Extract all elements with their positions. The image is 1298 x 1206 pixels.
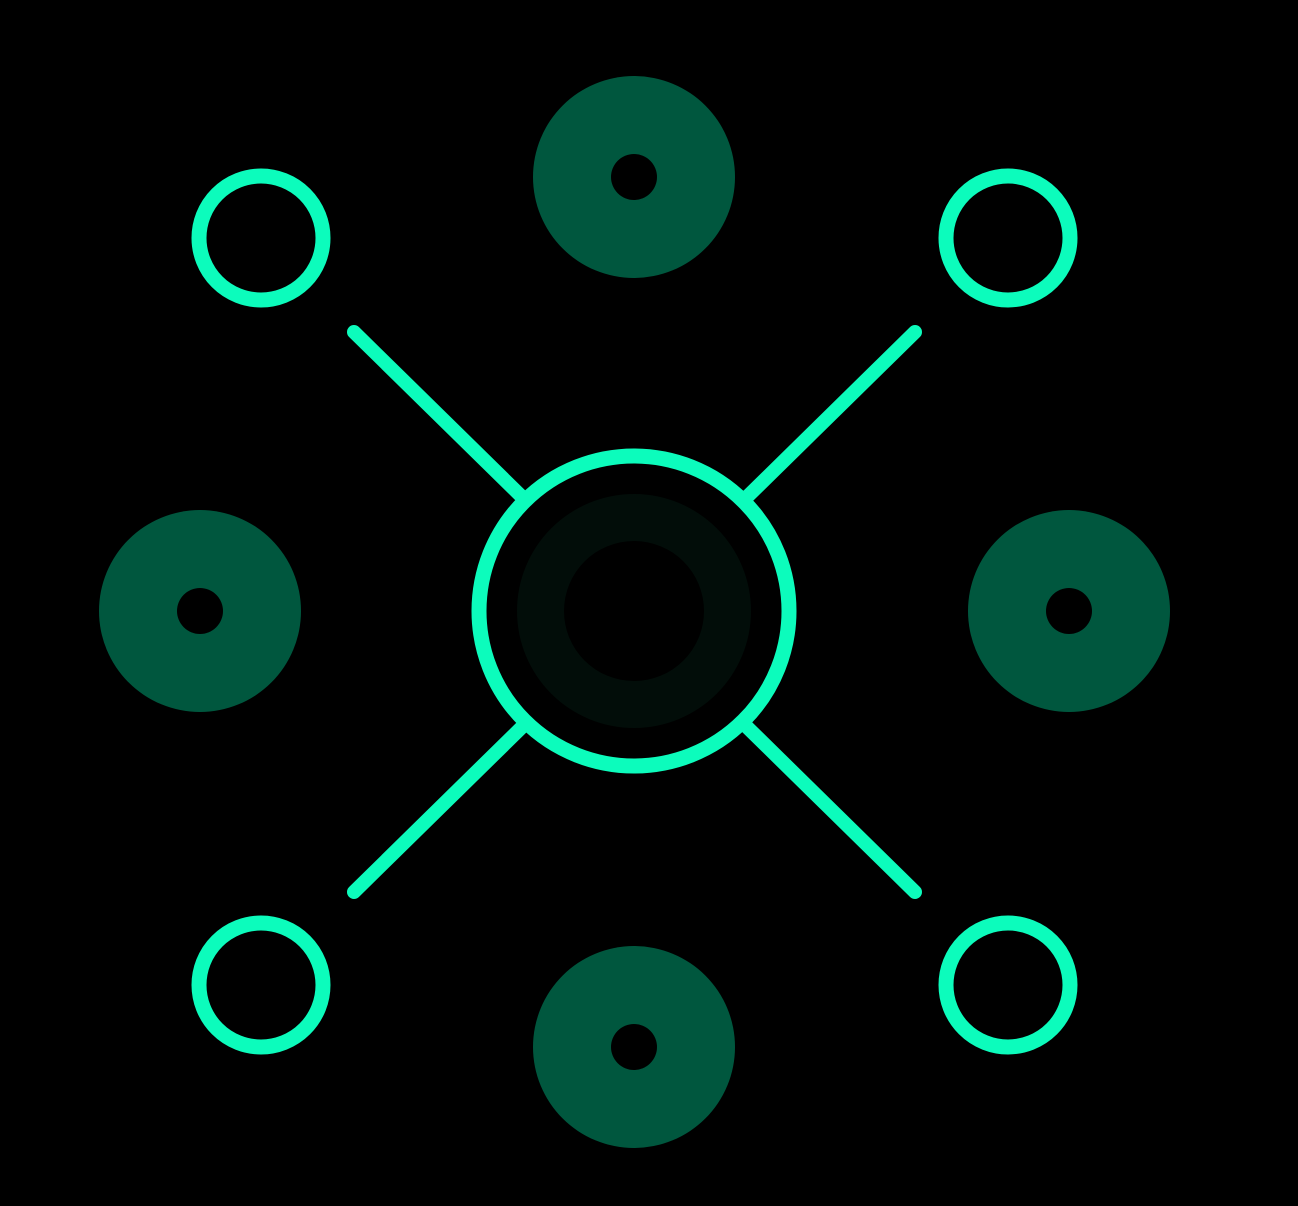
outline-node-bottom-left [191, 915, 331, 1055]
filled-node-top [533, 76, 735, 278]
outline-node-top-right [938, 168, 1078, 308]
outline-node-top-left [191, 168, 331, 308]
filled-node-right [968, 510, 1170, 712]
connector-bottom-right [740, 720, 922, 899]
center-hub-core [564, 541, 704, 681]
outline-node-bottom-right [938, 915, 1078, 1055]
connector-top-left [347, 325, 529, 504]
center-hub [471, 448, 797, 774]
connector-bottom-left [347, 720, 529, 899]
filled-node-group [99, 76, 1170, 1148]
outline-node-group [191, 168, 1078, 1055]
filled-node-bottom [533, 946, 735, 1148]
center-hub-ring [471, 448, 797, 774]
connector-group [347, 325, 922, 899]
filled-node-left [99, 510, 301, 712]
connector-top-right [740, 325, 922, 504]
